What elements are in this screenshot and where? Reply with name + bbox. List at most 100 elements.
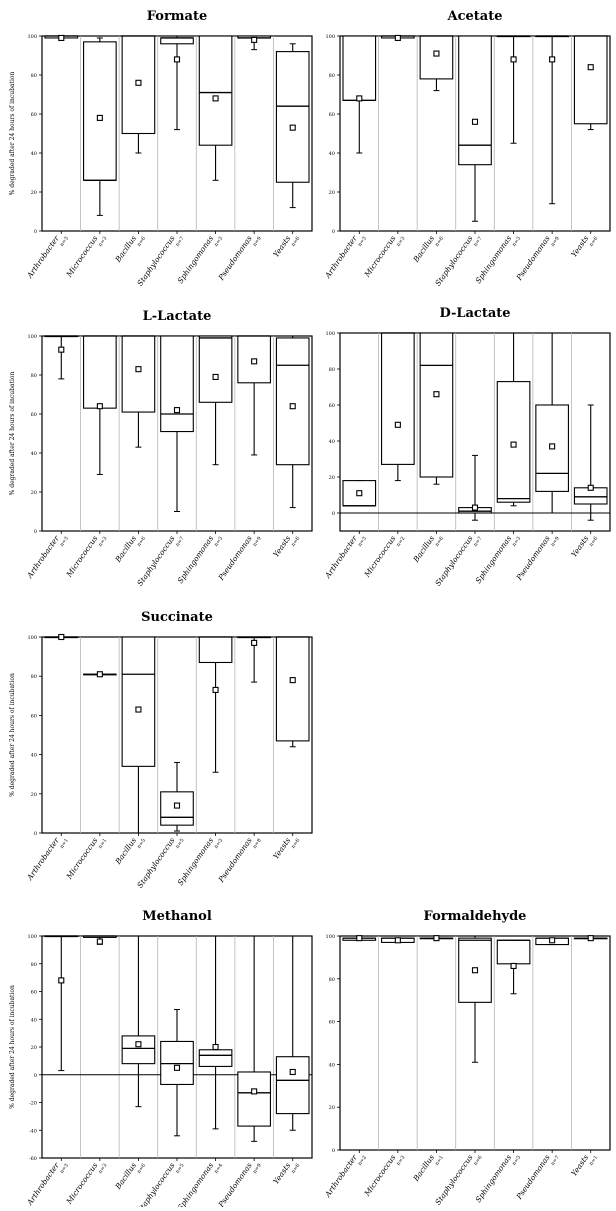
y-tick-label: -40 — [29, 1128, 37, 1134]
category-label: Arthrobacter — [323, 234, 360, 281]
y-tick-label: 80 — [329, 73, 335, 79]
mean-marker — [356, 95, 363, 102]
mean-marker — [549, 56, 556, 63]
y-tick-label: 100 — [27, 934, 37, 940]
category-label: Arthrobacter — [25, 1161, 62, 1207]
category-label: Arthrobacter — [323, 1153, 360, 1200]
chart-panel-0: Formate 0 20 40 60 80 100 % degraded after 24 h… — [9, 9, 313, 288]
box-iqr — [198, 335, 233, 403]
n-label: n=9 — [252, 236, 263, 248]
y-tick-label: 100 — [325, 331, 335, 337]
chart-title: Succinate — [141, 610, 213, 625]
mean-marker — [135, 366, 142, 373]
n-label: n=3 — [511, 236, 522, 248]
mean-marker — [212, 686, 219, 693]
box-iqr — [83, 41, 117, 181]
y-tick-label: -60 — [29, 1156, 37, 1162]
y-tick-label: 0 — [34, 529, 37, 535]
n-label: n=3 — [511, 1155, 522, 1167]
n-label: n=3 — [98, 1163, 109, 1175]
mean-marker — [212, 373, 219, 381]
chart-title: Formate — [147, 9, 208, 24]
n-label: n=6 — [588, 536, 599, 548]
y-tick-label: 40 — [329, 151, 335, 157]
category-label: Yeasts — [569, 534, 590, 559]
mean-marker — [212, 95, 219, 102]
y-tick-label: 0 — [332, 511, 335, 517]
mean-marker — [289, 677, 296, 684]
category-label: Yeasts — [569, 234, 590, 259]
box-iqr — [275, 51, 310, 183]
y-tick-label: 60 — [329, 403, 335, 409]
box-iqr — [198, 636, 233, 664]
mean-marker — [58, 977, 65, 984]
y-tick-label: 0 — [34, 831, 37, 837]
box-iqr — [419, 35, 454, 80]
category-label: Yeasts — [271, 836, 292, 861]
category-label: Micrococcus — [64, 534, 100, 580]
n-label: n=3 — [396, 1155, 407, 1167]
mean-marker — [510, 441, 517, 448]
mean-marker — [587, 64, 594, 71]
box-iqr — [121, 335, 156, 413]
y-tick-label: 100 — [27, 635, 37, 641]
mean-marker — [394, 421, 401, 428]
y-tick-label: 80 — [31, 962, 37, 968]
mean-marker — [58, 346, 65, 353]
chart-panel-1: Acetate020406080100Arthrobactern=3Microc… — [323, 9, 611, 288]
n-label: n=3 — [98, 536, 109, 548]
n-label: n=1 — [434, 1155, 445, 1167]
chart-panel-4: Succinate 0 20 40 60 80 100 % degraded after 24… — [9, 610, 313, 890]
category-label: Bacillus — [113, 836, 138, 867]
y-tick-label: 40 — [31, 753, 37, 759]
category-label: Micrococcus — [64, 234, 100, 280]
n-label: n=9 — [550, 236, 561, 248]
y-tick-label: 60 — [31, 412, 37, 418]
mean-marker — [96, 938, 103, 945]
category-label: Yeasts — [271, 234, 292, 259]
category-label: Arthrobacter — [25, 234, 62, 281]
y-tick-label: 100 — [325, 934, 335, 940]
n-label: n=7 — [473, 236, 484, 248]
category-label: Micrococcus — [362, 1153, 398, 1199]
n-label: n=6 — [136, 536, 147, 548]
mean-marker — [510, 962, 517, 970]
box-iqr — [198, 35, 233, 146]
box-iqr — [83, 335, 117, 409]
y-tick-label: 20 — [31, 1045, 37, 1051]
n-label: n=7 — [175, 536, 186, 548]
n-label: n=6 — [290, 1163, 301, 1175]
mean-marker — [173, 56, 181, 63]
n-label: n=6 — [290, 236, 301, 248]
mean-marker — [471, 118, 479, 125]
category-label: Bacillus — [411, 1153, 436, 1184]
y-tick-label: 20 — [329, 1105, 335, 1111]
y-tick-label: 20 — [329, 190, 335, 196]
n-label: n=1 — [59, 838, 70, 850]
n-label: n=3 — [213, 536, 224, 548]
n-label: n=7 — [175, 236, 186, 248]
y-tick-label: 40 — [31, 451, 37, 457]
n-label: n=3 — [59, 1163, 70, 1175]
n-label: n=6 — [434, 236, 445, 248]
y-tick-label: 80 — [31, 373, 37, 379]
y-tick-label: 20 — [31, 490, 37, 496]
n-label: n=3 — [357, 236, 368, 248]
n-label: n=9 — [252, 1163, 263, 1175]
category-label: Arthrobacter — [323, 534, 360, 581]
y-tick-label: 0 — [34, 1073, 37, 1079]
